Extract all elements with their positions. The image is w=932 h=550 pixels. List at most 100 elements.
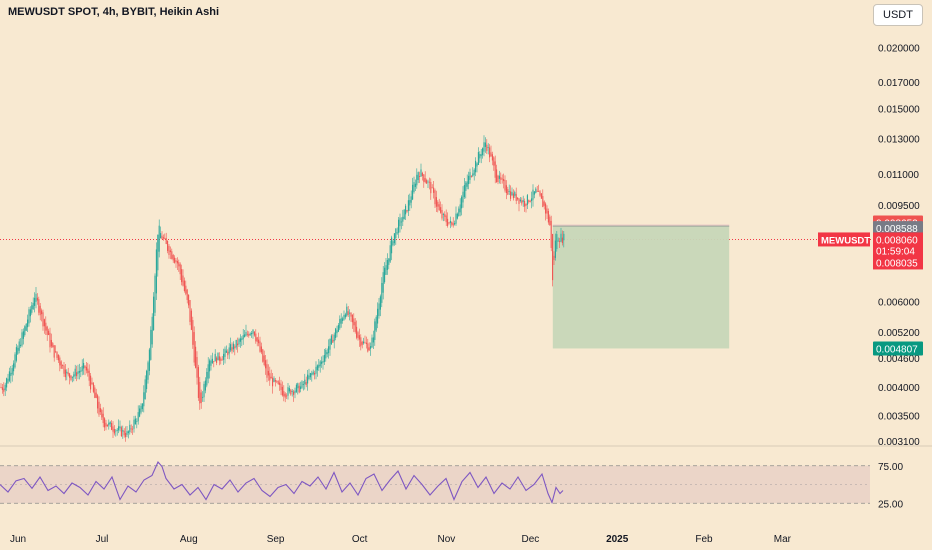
candle-body — [66, 371, 68, 374]
candle-body — [532, 189, 534, 200]
candle-body — [307, 374, 309, 384]
candle-body — [378, 303, 380, 317]
candle-body — [35, 293, 37, 302]
candle-body — [515, 193, 517, 201]
candle-body — [484, 142, 486, 147]
candle-body — [364, 342, 366, 344]
candle-body — [497, 175, 499, 183]
candle-body — [557, 240, 559, 242]
candle-body — [95, 392, 97, 398]
candle-body — [400, 221, 402, 223]
currency-button[interactable]: USDT — [873, 4, 923, 26]
candle-body — [48, 330, 50, 335]
target-price-tag: 0.004807 — [873, 341, 923, 356]
candle-body — [277, 381, 279, 385]
candle-body — [501, 178, 503, 180]
candle-body — [59, 357, 61, 366]
candle-body — [253, 331, 255, 336]
candle-body — [13, 363, 15, 372]
candle-body — [419, 176, 421, 177]
stop-zone — [552, 224, 730, 227]
x-tick-label: Nov — [438, 534, 456, 545]
candle-body — [420, 169, 422, 177]
candle-body — [87, 368, 89, 373]
candle-body — [554, 240, 556, 258]
candle-body — [337, 325, 339, 332]
candle-body — [60, 361, 62, 369]
candle-body — [477, 152, 479, 165]
candle-body — [517, 197, 519, 200]
candle-body — [1, 387, 3, 390]
candle-body — [246, 333, 248, 335]
candle-body — [423, 174, 425, 182]
candle-body — [181, 269, 183, 283]
candle-body — [505, 185, 507, 194]
candle-body — [203, 383, 205, 398]
candle-body — [0, 387, 2, 389]
candle-body — [468, 175, 470, 185]
candle-body — [491, 154, 493, 161]
candle-body — [483, 142, 485, 152]
x-tick-label: Jun — [10, 534, 26, 545]
candle-body — [190, 310, 192, 330]
candle-body — [428, 181, 430, 183]
candle-body — [300, 386, 302, 390]
candle-body — [314, 372, 316, 375]
candle-body — [122, 429, 124, 432]
candle-body — [206, 371, 208, 386]
candle-body — [92, 383, 94, 392]
candle-body — [8, 371, 10, 381]
candle-body — [470, 175, 472, 177]
candle-body — [480, 154, 482, 157]
candle-body — [312, 371, 314, 375]
candle-body — [524, 201, 526, 207]
candle-body — [88, 370, 90, 381]
candle-body — [459, 204, 461, 213]
candle-body — [295, 384, 297, 392]
candle-body — [561, 237, 563, 244]
candle-body — [371, 337, 373, 348]
candle-body — [546, 208, 548, 214]
x-tick-label: Oct — [352, 534, 368, 545]
candle-body — [169, 250, 171, 253]
candle-body — [533, 191, 535, 195]
candle-body — [507, 189, 509, 195]
candle-body — [500, 177, 502, 180]
candle-body — [111, 423, 113, 430]
candle-body — [463, 185, 465, 198]
candle-body — [98, 401, 100, 415]
candle-body — [465, 182, 467, 191]
candle-body — [343, 315, 345, 320]
candle-body — [151, 316, 153, 345]
candle-body — [199, 381, 201, 404]
candle-body — [538, 191, 540, 192]
candle-body — [424, 178, 426, 183]
candle-body — [374, 321, 376, 340]
candle-body — [315, 366, 317, 374]
candle-body — [512, 193, 514, 199]
rsi-level-75: 75.00 — [878, 462, 903, 473]
candle-body — [125, 433, 127, 438]
candle-body — [158, 225, 160, 252]
candle-body — [353, 318, 355, 326]
candle-body — [316, 365, 318, 371]
candle-body — [298, 385, 300, 393]
candle-body — [354, 321, 356, 332]
candle-body — [62, 365, 64, 366]
candle-body — [50, 339, 52, 347]
candle-body — [309, 373, 311, 378]
candle-body — [202, 396, 204, 398]
candle-body — [455, 213, 457, 224]
candle-body — [204, 380, 206, 391]
candle-body — [365, 342, 367, 345]
candle-body — [118, 426, 120, 431]
candle-body — [438, 204, 440, 211]
candle-body — [15, 347, 17, 361]
candle-body — [69, 373, 71, 378]
candle-body — [155, 249, 157, 294]
x-tick-label: Jul — [96, 534, 109, 545]
candle-body — [55, 351, 57, 353]
candle-body — [535, 188, 537, 193]
candle-body — [228, 347, 230, 354]
